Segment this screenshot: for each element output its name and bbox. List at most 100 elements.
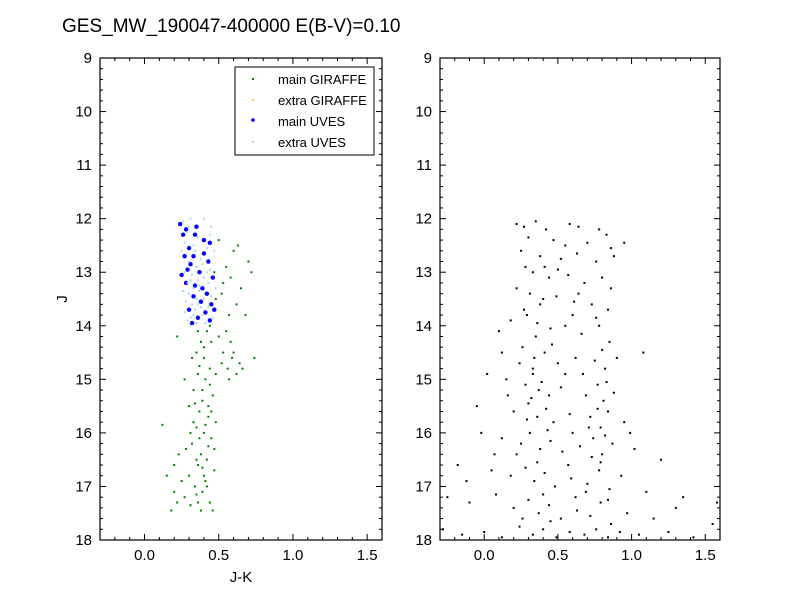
y-tick-label: 10	[75, 104, 92, 121]
data-point-extra-uves	[198, 289, 201, 292]
data-point-extra-uves	[183, 311, 186, 314]
data-point-main-uves	[200, 286, 205, 291]
y-tick-label: 17	[75, 478, 92, 495]
data-point-series	[537, 389, 540, 392]
data-point-main-giraffe	[173, 490, 176, 493]
data-point-main-uves	[192, 232, 198, 237]
data-point-main-giraffe	[244, 314, 247, 317]
legend-label-extra-giraffe: extra GIRAFFE	[278, 93, 367, 108]
right-points	[441, 220, 719, 539]
data-point-main-giraffe	[213, 469, 216, 472]
data-point-series	[537, 512, 540, 515]
data-point-series	[531, 367, 534, 370]
data-point-series	[545, 228, 548, 231]
data-point-series	[505, 378, 508, 381]
data-point-extra-uves	[213, 249, 216, 252]
data-point-extra-uves	[204, 322, 207, 325]
x-tick-label: 1.0	[621, 547, 642, 564]
data-point-series	[629, 431, 632, 434]
data-point-main-giraffe	[198, 410, 201, 413]
data-point-main-uves	[201, 237, 207, 243]
data-point-series	[570, 477, 573, 480]
data-point-main-giraffe	[225, 265, 228, 268]
data-point-main-giraffe	[210, 340, 213, 343]
data-point-main-giraffe	[195, 493, 198, 496]
data-point-series	[574, 496, 577, 499]
data-point-extra-uves	[191, 273, 194, 276]
right-axes-frame	[439, 57, 721, 541]
data-point-main-giraffe	[226, 367, 229, 370]
data-point-series	[521, 346, 524, 349]
data-point-series	[682, 496, 685, 499]
legend-box	[234, 66, 375, 156]
data-point-main-giraffe	[232, 249, 235, 252]
y-tick-label: 9	[84, 50, 92, 67]
data-point-series	[609, 522, 612, 525]
data-point-series	[559, 386, 562, 389]
data-point-series	[512, 410, 515, 413]
data-point-series	[579, 445, 581, 448]
data-point-extra-uves	[208, 268, 211, 271]
data-point-series	[564, 324, 567, 327]
data-point-main-giraffe	[198, 437, 201, 440]
data-point-series	[520, 442, 523, 445]
data-point-main-uves	[179, 272, 184, 278]
data-point-series	[605, 233, 608, 236]
data-point-main-giraffe	[201, 399, 204, 402]
left-axes-frame	[99, 57, 383, 541]
data-point-series	[531, 533, 534, 536]
data-point-main-giraffe	[170, 509, 173, 512]
data-point-main-giraffe	[222, 281, 225, 284]
data-point-main-uves	[212, 307, 217, 312]
data-point-main-giraffe	[196, 330, 199, 333]
data-point-series	[486, 372, 489, 375]
data-point-series	[574, 356, 577, 359]
data-point-series	[521, 517, 524, 520]
data-point-series	[637, 533, 640, 536]
data-point-series	[674, 506, 677, 509]
data-point-extra-uves	[193, 249, 196, 252]
data-point-extra-uves	[195, 265, 198, 268]
data-point-extra-uves	[196, 236, 199, 239]
y-tick-label: 16	[415, 425, 432, 442]
data-point-series	[590, 455, 593, 458]
data-point-series	[559, 257, 562, 260]
data-point-series	[555, 536, 558, 539]
data-point-series	[528, 292, 531, 295]
data-point-series	[527, 402, 530, 405]
data-point-series	[607, 308, 609, 311]
data-point-series	[528, 431, 531, 434]
data-point-extra-uves	[185, 300, 188, 303]
data-point-main-uves	[182, 253, 187, 259]
data-point-series	[518, 362, 521, 365]
data-point-series	[559, 517, 562, 520]
data-point-extra-uves	[182, 220, 185, 223]
data-point-main-giraffe	[241, 367, 244, 370]
data-point-main-giraffe	[211, 394, 214, 397]
data-point-main-giraffe	[204, 480, 207, 483]
data-point-series	[667, 530, 670, 533]
data-point-main-giraffe	[237, 244, 240, 247]
data-point-extra-uves	[188, 225, 191, 228]
data-point-main-giraffe	[205, 485, 208, 488]
data-point-series	[564, 372, 567, 375]
data-point-main-giraffe	[202, 356, 205, 359]
data-point-series	[595, 316, 598, 319]
data-point-main-giraffe	[201, 490, 204, 493]
data-point-series	[660, 458, 663, 461]
data-point-series	[515, 287, 518, 290]
data-point-main-uves	[191, 253, 196, 259]
data-point-series	[589, 514, 592, 517]
data-point-series	[549, 327, 552, 330]
data-point-main-giraffe	[199, 509, 202, 512]
data-point-extra-uves	[188, 260, 191, 263]
data-point-series	[475, 405, 478, 408]
data-point-extra-uves	[199, 257, 202, 260]
data-point-extra-uves	[186, 319, 189, 322]
right-ticks: 0.0 0.5 1.0 1.5 9 10 11 12 13 14 15 16 17 18	[415, 50, 721, 564]
data-point-series	[533, 356, 536, 359]
data-point-series	[583, 533, 586, 536]
data-point-main-uves	[201, 251, 207, 256]
data-point-series	[493, 453, 496, 456]
y-tick-label: 11	[416, 157, 432, 174]
